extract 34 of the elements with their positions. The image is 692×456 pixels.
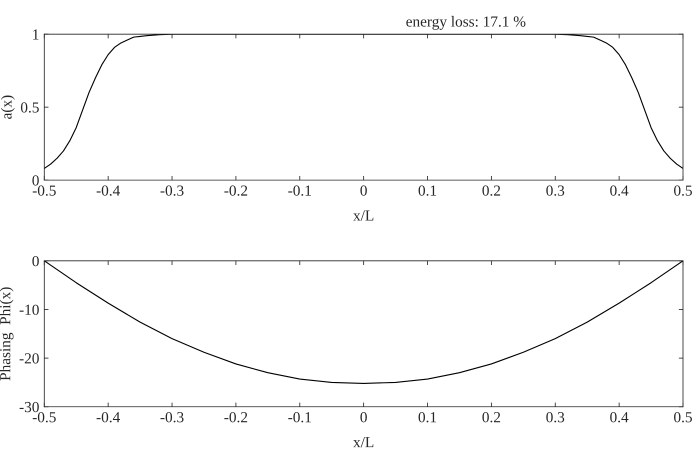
x-tick-label: 0.5 xyxy=(674,185,692,196)
x-tick-label: 0.1 xyxy=(418,412,436,422)
x-tick-label: 0.3 xyxy=(546,412,564,422)
x-tick-label: 0.1 xyxy=(418,185,436,196)
y-axis-title: a(x) xyxy=(0,96,15,119)
x-tick-label: -0.2 xyxy=(224,412,248,422)
x-tick-label: 0 xyxy=(360,412,367,422)
text: energy loss: 17.1 % xyxy=(406,16,526,30)
y-tick-label: -20 xyxy=(20,353,39,364)
y-tick-label: 1 xyxy=(33,29,39,40)
x-tick-label: -0.1 xyxy=(288,412,311,422)
x-tick-label: 0 xyxy=(360,185,367,196)
y-tick-label: 0 xyxy=(32,256,39,266)
x-tick-label: 0.5 xyxy=(674,412,692,422)
x-axis-title: x/L xyxy=(353,210,374,221)
x-tick-label: 0.2 xyxy=(482,185,500,196)
x-tick-label: 0.3 xyxy=(546,185,564,196)
x-tick-label: -0.3 xyxy=(160,412,184,422)
x-tick-label: -0.5 xyxy=(32,412,56,422)
x-tick-label: 0.2 xyxy=(482,412,500,422)
x-axis-title: x/L xyxy=(353,437,374,448)
y-tick-label: -10 xyxy=(20,304,39,315)
x-tick-label: -0.3 xyxy=(160,185,184,196)
x-tick-label: 0.4 xyxy=(610,412,628,422)
x-tick-label: -0.2 xyxy=(224,185,248,196)
y-tick-label: 0 xyxy=(32,175,39,186)
y-tick-label: -30 xyxy=(20,402,39,412)
x-tick-label: -0.4 xyxy=(96,412,120,422)
y-tick-label: 0.5 xyxy=(20,102,39,113)
y-axis-title: Phasing Phi(x) xyxy=(0,287,14,380)
x-tick-label: -0.4 xyxy=(96,185,120,196)
x-tick-label: -0.1 xyxy=(288,185,311,196)
x-tick-label: 0.4 xyxy=(610,185,628,196)
x-tick-label: -0.5 xyxy=(32,185,56,196)
